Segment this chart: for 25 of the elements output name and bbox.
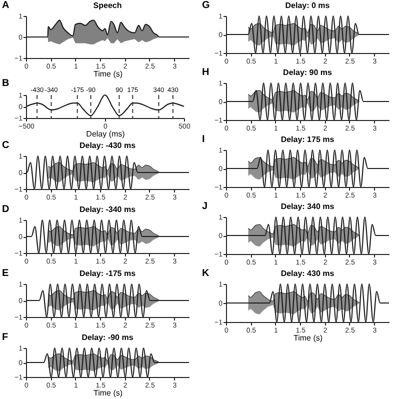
text: I — [202, 134, 205, 145]
text: E — [2, 268, 9, 279]
chart-title: Delay: -340 ms — [79, 205, 136, 214]
x-axis-title: Time (s) — [93, 388, 123, 398]
chart-title: Delay: 90 ms — [283, 68, 333, 77]
text: F — [2, 332, 8, 343]
chart-title: Delay: 0 ms — [285, 1, 330, 10]
text: B — [2, 78, 10, 89]
text: H — [202, 67, 210, 78]
x-axis-title: Time (s) — [293, 334, 323, 342]
chart-title: Delay: 430 ms — [280, 269, 335, 278]
text: C — [2, 140, 10, 151]
x-axis-title: Time (s) — [93, 70, 123, 78]
text: A — [2, 0, 10, 11]
text: K — [202, 268, 210, 279]
text: G — [202, 0, 210, 11]
chart-title: Delay: 340 ms — [280, 202, 335, 211]
chart-title: Speech — [93, 1, 122, 10]
x-axis-title: Delay (ms) — [86, 130, 126, 138]
text: D — [2, 204, 10, 215]
chart-title: Delay: -430 ms — [79, 141, 136, 150]
text: J — [202, 201, 208, 212]
chart-title: Delay: 175 ms — [280, 135, 335, 144]
chart-title: Delay: -90 ms — [82, 333, 134, 342]
chart-title: Delay: -175 ms — [79, 269, 136, 278]
